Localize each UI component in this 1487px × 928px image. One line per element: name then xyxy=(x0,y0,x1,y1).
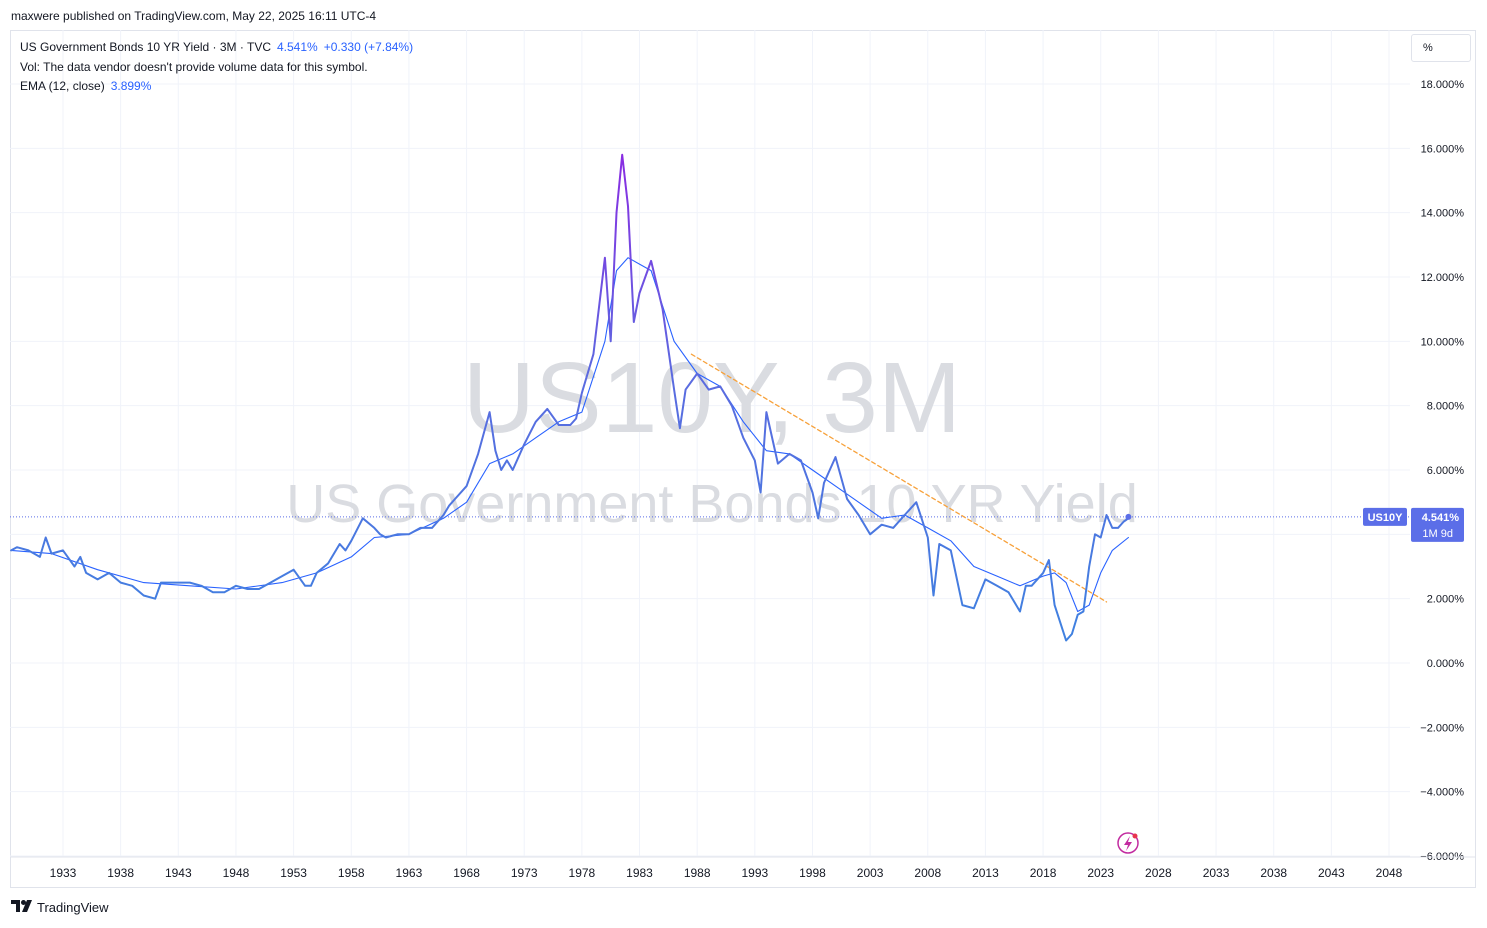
chart-frame xyxy=(10,30,1476,888)
price-badge-countdown: 1M 9d xyxy=(1422,528,1453,540)
ema-series-line[interactable] xyxy=(10,257,1129,613)
price-badge-box xyxy=(1411,507,1464,542)
series-layer xyxy=(10,153,1410,642)
watermark-symbol: US10Y, 3M xyxy=(463,342,961,454)
year-tick-label: 2038 xyxy=(1260,866,1287,880)
bolt-icon[interactable] xyxy=(1117,832,1139,854)
year-tick-label: 1953 xyxy=(280,866,307,880)
year-tick-label: 1973 xyxy=(511,866,538,880)
year-tick-label: 2023 xyxy=(1087,866,1114,880)
trendline[interactable] xyxy=(690,353,1108,603)
price-axis: 18.000% 16.000% 14.000% 12.000% 10.000% 8.000… xyxy=(1420,79,1464,863)
symbol-badge-label: US10Y xyxy=(1368,512,1404,524)
price-badge: US10Y 4.541% 1M 9d xyxy=(1363,507,1464,542)
price-tick-label: −2.000% xyxy=(1420,722,1464,734)
time-axis: 1933 1938 1943 1948 1953 1958 1963 1968 1973 1978… xyxy=(10,856,1476,880)
year-tick-label: 1963 xyxy=(396,866,423,880)
legend-title-row: US Government Bonds 10 YR Yield · 3M · T… xyxy=(20,38,413,58)
year-tick-label: 1958 xyxy=(338,866,365,880)
symbol-watermark: US10Y, 3M US Government Bonds 10 YR Yiel… xyxy=(286,342,1137,534)
year-tick-label: 1933 xyxy=(50,866,77,880)
price-tick-label: 12.000% xyxy=(1421,272,1465,284)
price-series-line[interactable] xyxy=(10,153,1130,642)
percent-scale-button[interactable]: % xyxy=(1411,34,1471,62)
legend-price: 4.541% xyxy=(277,40,318,54)
chart-legend: US Government Bonds 10 YR Yield · 3M · T… xyxy=(20,38,413,97)
year-tick-label: 2048 xyxy=(1376,866,1403,880)
year-tick-label: 1968 xyxy=(453,866,480,880)
price-tick-label: 6.000% xyxy=(1427,465,1465,477)
legend-ema-label: EMA (12, close) xyxy=(20,79,105,93)
year-tick-label: 2043 xyxy=(1318,866,1345,880)
year-tick-label: 1978 xyxy=(569,866,596,880)
price-tick-label: 16.000% xyxy=(1421,143,1465,155)
year-tick-label: 2018 xyxy=(1030,866,1057,880)
publisher-caption: maxwere published on TradingView.com, Ma… xyxy=(11,9,377,23)
price-tick-label: 8.000% xyxy=(1427,401,1465,413)
legend-title: US Government Bonds 10 YR Yield · 3M · T… xyxy=(20,40,271,54)
year-tick-label: 1948 xyxy=(223,866,250,880)
legend-volume: Vol: The data vendor doesn't provide vol… xyxy=(20,59,368,74)
year-tick-label: 2003 xyxy=(857,866,884,880)
price-tick-label: 10.000% xyxy=(1421,336,1465,348)
legend-ema-row[interactable]: EMA (12, close) 3.899% xyxy=(20,77,413,97)
price-tick-label: 14.000% xyxy=(1421,208,1465,220)
tradingview-mark-icon xyxy=(11,900,33,915)
year-tick-label: 1993 xyxy=(741,866,768,880)
year-tick-label: 2033 xyxy=(1203,866,1230,880)
year-tick-label: 1988 xyxy=(684,866,711,880)
legend-change: +0.330 (+7.84%) xyxy=(323,40,414,54)
year-tick-label: 2013 xyxy=(972,866,999,880)
legend-ema-value: 3.899% xyxy=(110,79,152,93)
price-tick-label: 2.000% xyxy=(1427,594,1465,606)
price-tick-label: 18.000% xyxy=(1421,79,1465,91)
symbol-badge xyxy=(1363,507,1407,526)
price-tick-label: −4.000% xyxy=(1420,787,1464,799)
price-badge-value: 4.541% xyxy=(1422,512,1460,524)
year-tick-label: 1998 xyxy=(799,866,826,880)
tradingview-logo[interactable]: TradingView xyxy=(11,900,109,915)
year-tick-label: 1983 xyxy=(626,866,653,880)
year-tick-label: 1938 xyxy=(107,866,134,880)
watermark-name: US Government Bonds 10 YR Yield xyxy=(286,474,1137,534)
year-tick-label: 2028 xyxy=(1145,866,1172,880)
year-tick-label: 1943 xyxy=(165,866,192,880)
price-tick-label: 0.000% xyxy=(1427,658,1465,670)
last-price-dot xyxy=(1125,513,1132,520)
year-tick-label: 2008 xyxy=(914,866,941,880)
tradingview-brand: TradingView xyxy=(37,900,109,915)
